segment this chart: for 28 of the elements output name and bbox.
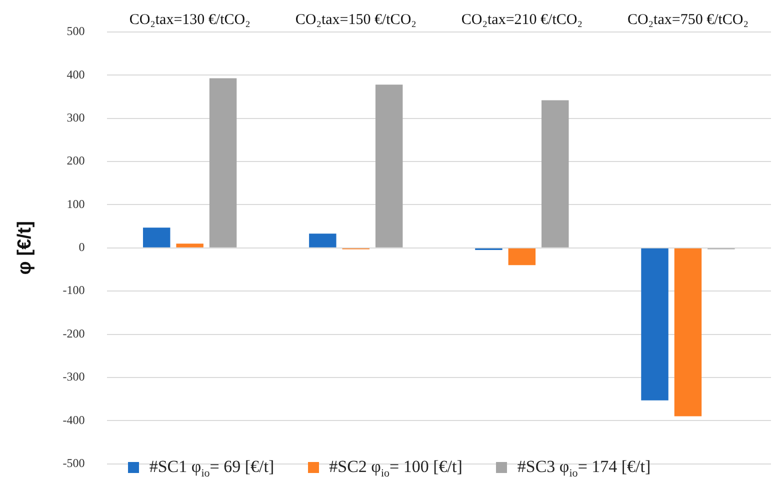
bar (209, 78, 237, 248)
bar (641, 248, 668, 400)
y-tick-label: -100 (62, 283, 85, 298)
bar (142, 228, 170, 248)
y-tick-label: 400 (66, 67, 85, 82)
bar (674, 248, 702, 416)
y-axis-title: φ [€/t] (14, 221, 36, 275)
y-tick-label: -400 (62, 412, 85, 427)
x-tick-label: CO₂tax=750 €/tCO₂ (627, 12, 748, 28)
y-tick-label: 100 (66, 196, 85, 211)
bar (508, 248, 536, 266)
y-tick-label: -300 (62, 370, 85, 384)
x-tick-label: CO₂tax=130 €/tCO₂ (129, 12, 250, 28)
bar (176, 244, 204, 248)
bar (542, 100, 569, 248)
y-tick-label: 300 (66, 110, 85, 125)
y-tick-label: 200 (66, 154, 85, 168)
y-tick-label: 500 (66, 24, 85, 38)
y-tick-label: -200 (62, 326, 85, 340)
y-tick-label: 0 (78, 240, 85, 254)
x-tick-label: CO₂tax=150 €/tCO₂ (295, 12, 416, 28)
bar (309, 234, 336, 248)
x-tick-label: CO₂tax=210 €/tCO₂ (461, 12, 582, 28)
bar (375, 84, 403, 248)
legend-label: #SC2 φ$_{io}$= 100 [€/t] (329, 456, 462, 479)
legend-label: #SC3 φ$_{io}$= 174 [€/t] (517, 456, 651, 479)
legend-label: #SC1 φ$_{io}$= 69 [€/t] (149, 456, 274, 479)
y-tick-label: -500 (62, 456, 85, 470)
